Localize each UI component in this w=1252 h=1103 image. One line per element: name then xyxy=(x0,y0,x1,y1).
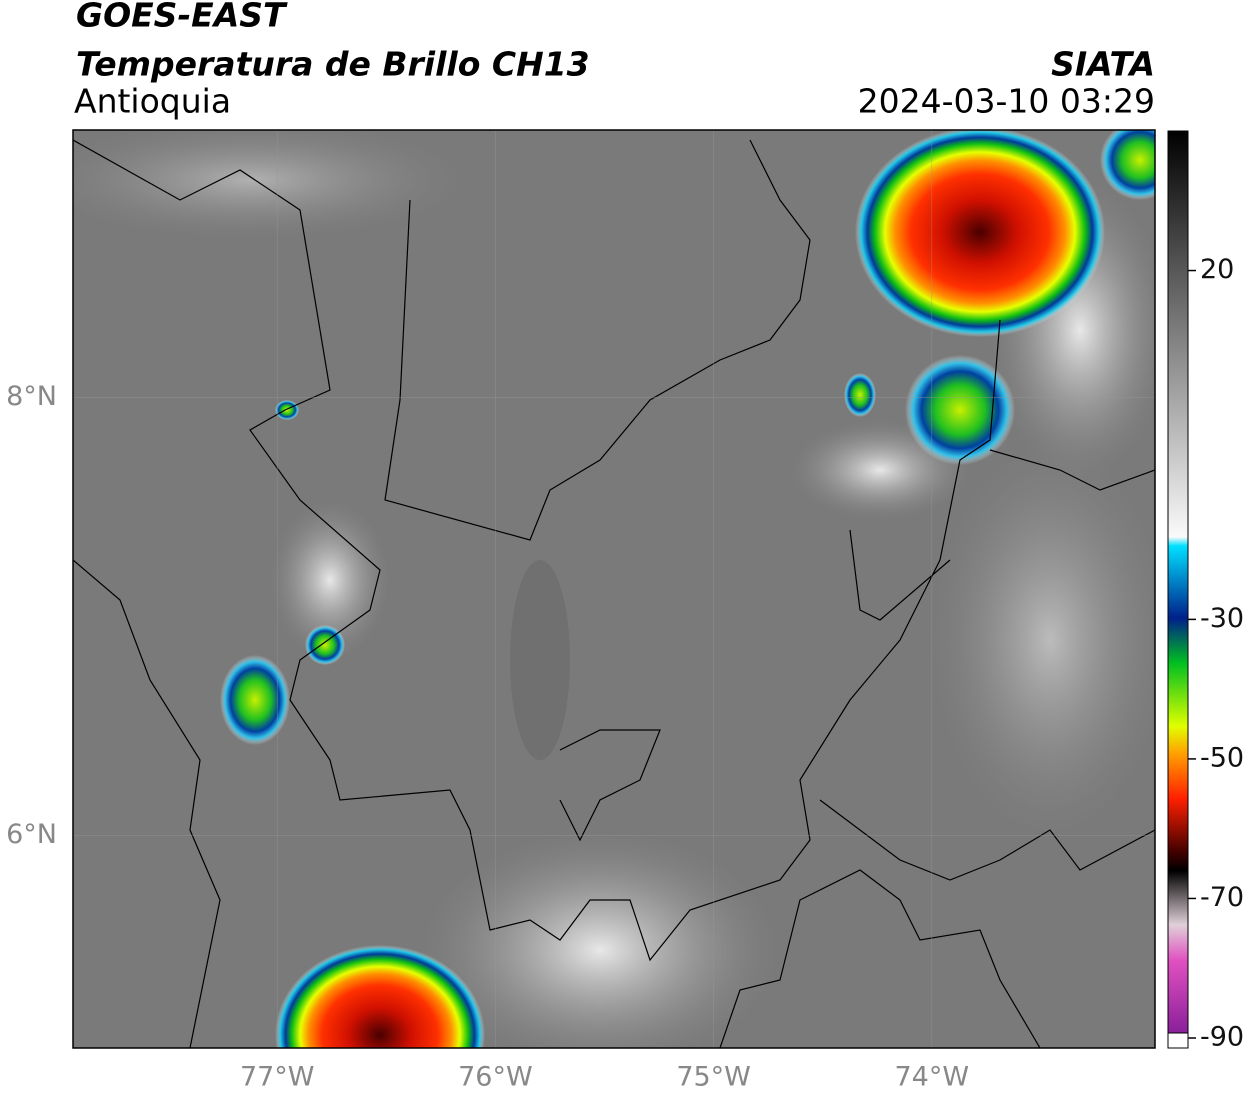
colorbar xyxy=(1167,130,1189,1034)
title: GOES-EAST xyxy=(76,0,288,35)
colorbar-tick-label: -50 xyxy=(1200,742,1244,773)
y-tick-label: 8°N xyxy=(6,381,57,412)
map-image xyxy=(73,130,1155,1048)
colorbar-extension xyxy=(1167,1032,1189,1049)
colorbar-tick-label: -90 xyxy=(1200,1022,1244,1053)
region: Antioquia xyxy=(74,82,231,121)
x-tick-label: 76°W xyxy=(458,1062,533,1093)
x-tick-label: 74°W xyxy=(895,1062,970,1093)
grid xyxy=(73,130,1155,1048)
map-frame xyxy=(72,129,1156,1049)
colorbar-tick-label: 20 xyxy=(1200,254,1234,285)
x-tick-label: 75°W xyxy=(676,1062,751,1093)
source: SIATA xyxy=(1051,45,1155,84)
colorbar-tick-label: -30 xyxy=(1200,603,1244,634)
y-tick-label: 6°N xyxy=(6,819,57,850)
datetime: 2024-03-10 03:29 xyxy=(858,82,1155,121)
colorbar-tick-label: -70 xyxy=(1200,882,1244,913)
x-tick-label: 77°W xyxy=(240,1062,315,1093)
subtitle: Temperatura de Brillo CH13 xyxy=(76,45,590,84)
